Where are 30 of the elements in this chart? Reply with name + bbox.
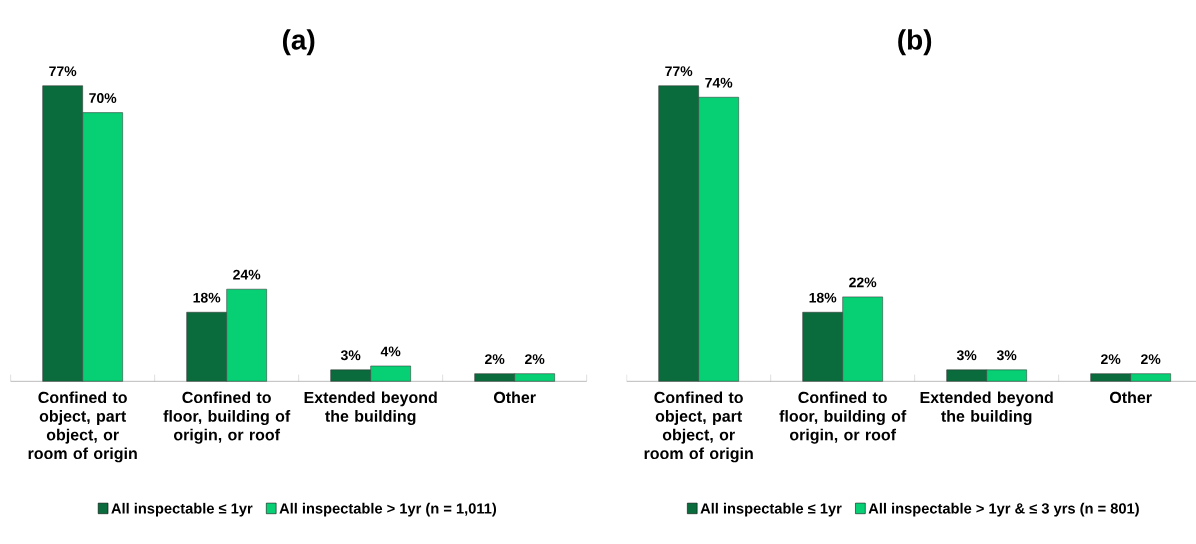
data-label: 18% xyxy=(809,292,837,303)
legend-label: All inspectable ≤ 1yr xyxy=(700,502,842,517)
data-label: 22% xyxy=(849,277,877,288)
x-tick-label: Other xyxy=(1109,391,1152,404)
data-label: 77% xyxy=(665,66,693,77)
x-tick-label: Extended beyond the building xyxy=(304,391,437,426)
data-label: 24% xyxy=(233,269,261,280)
data-label: 2% xyxy=(485,354,505,365)
data-label: 18% xyxy=(193,292,221,303)
x-tick-label: Confined to floor, building of origin, or roof xyxy=(163,391,291,444)
data-label: 2% xyxy=(1141,354,1161,365)
x-tick-label: Confined to object, part object, or room of origin xyxy=(28,391,137,463)
data-label: 70% xyxy=(89,93,117,104)
data-label: 4% xyxy=(380,346,401,357)
legend-label: All inspectable ≤ 1yr xyxy=(111,502,253,517)
x-tick-label: Extended beyond the building xyxy=(920,391,1053,426)
data-label: 2% xyxy=(1101,354,1121,365)
x-tick-label: Other xyxy=(493,391,536,404)
chart-title: (b) xyxy=(898,29,932,56)
data-label: 3% xyxy=(956,350,977,361)
chart-title: (a) xyxy=(282,29,315,56)
legend-label: All inspectable > 1yr (n = 1,011) xyxy=(279,502,497,517)
data-label: 77% xyxy=(49,66,77,77)
data-label: 3% xyxy=(340,350,361,361)
x-tick-label: Confined to floor, building of origin, or roof xyxy=(779,391,907,444)
x-tick-label: Confined to object, part object, or room of origin xyxy=(644,391,753,463)
data-label: 2% xyxy=(525,354,545,365)
legend-label: All inspectable > 1yr & ≤ 3 yrs (n = 801) xyxy=(868,502,1139,517)
data-label: 3% xyxy=(996,350,1017,361)
data-label: 74% xyxy=(705,77,733,88)
